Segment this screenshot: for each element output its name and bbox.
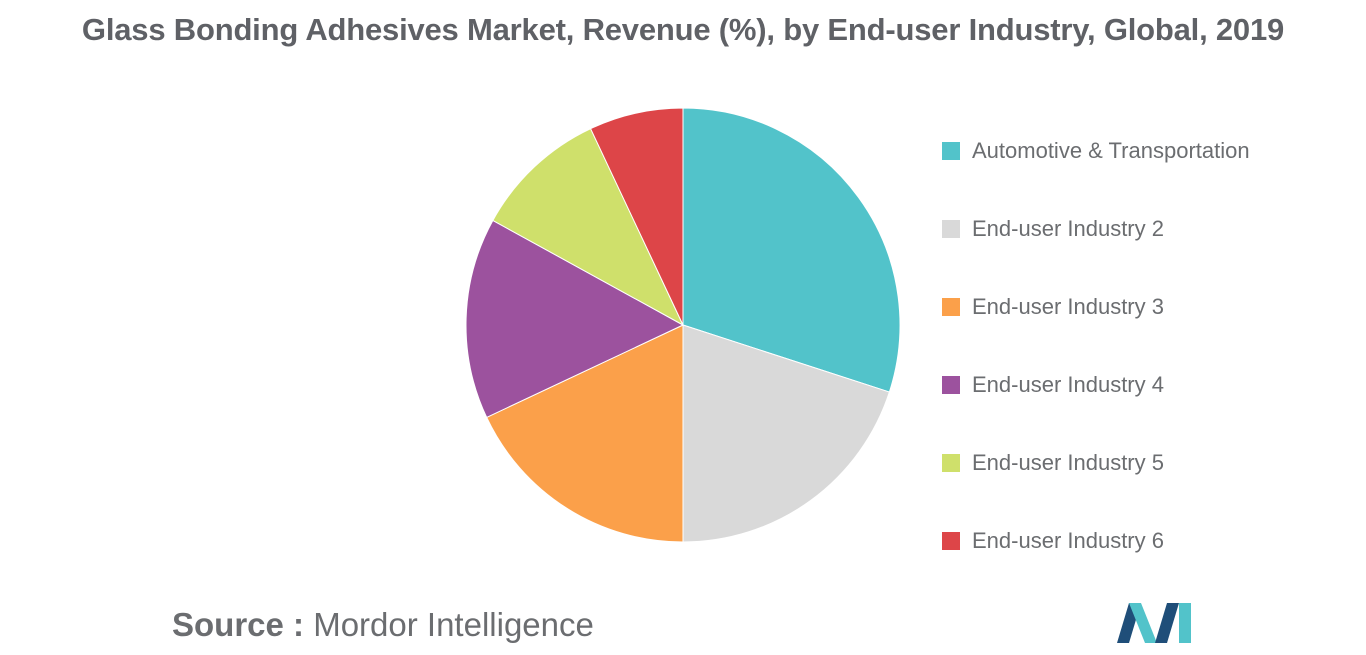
source-label: Source : <box>172 606 305 643</box>
legend-swatch <box>942 298 960 316</box>
legend-label: End-user Industry 5 <box>972 450 1164 475</box>
chart-title: Glass Bonding Adhesives Market, Revenue … <box>81 12 1285 47</box>
pie-slice-4 <box>465 219 685 419</box>
chart-legend: Automotive & Transportation End-user Indu… <box>942 112 1250 580</box>
pie-slice-1 <box>682 107 901 393</box>
legend-label: End-user Industry 4 <box>972 372 1164 397</box>
legend-item-1: Automotive & Transportation <box>942 112 1250 190</box>
legend-swatch <box>942 532 960 550</box>
legend-item-5: End-user Industry 5 <box>942 424 1250 502</box>
pie-slice-3 <box>485 324 684 543</box>
source-name: Mordor Intelligence <box>313 606 594 643</box>
legend-item-2: End-user Industry 2 <box>942 190 1250 268</box>
pie-slice-5 <box>492 127 685 327</box>
source-note: Source : Mordor Intelligence <box>172 606 594 644</box>
pie-slice-2 <box>682 324 891 543</box>
mordor-intelligence-logo-icon <box>1117 603 1191 643</box>
legend-swatch <box>942 454 960 472</box>
legend-label: End-user Industry 2 <box>972 216 1164 241</box>
legend-swatch <box>942 376 960 394</box>
legend-swatch <box>942 142 960 160</box>
legend-item-6: End-user Industry 6 <box>942 502 1250 580</box>
legend-swatch <box>942 220 960 238</box>
legend-label: End-user Industry 6 <box>972 528 1164 553</box>
pie-slice-6 <box>589 107 684 326</box>
legend-item-3: End-user Industry 3 <box>942 268 1250 346</box>
legend-label: End-user Industry 3 <box>972 294 1164 319</box>
legend-label: Automotive & Transportation <box>972 138 1250 163</box>
legend-item-4: End-user Industry 4 <box>942 346 1250 424</box>
pie-chart <box>465 107 901 543</box>
